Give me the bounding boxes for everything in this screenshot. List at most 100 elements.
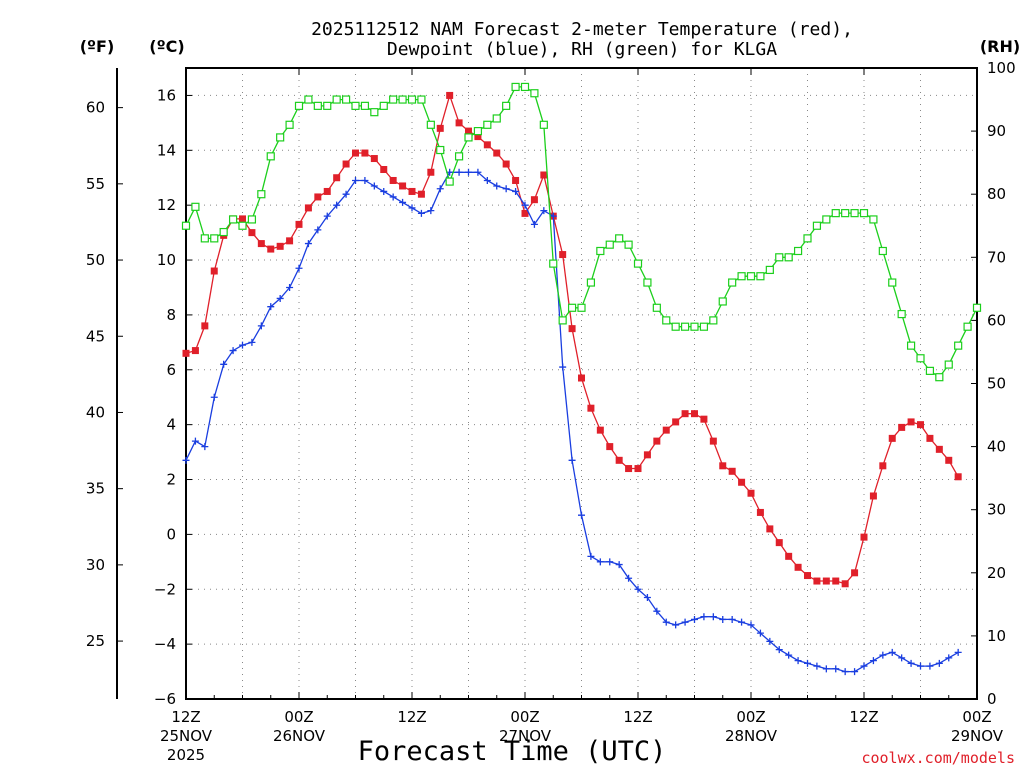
temperature-point [521, 209, 529, 217]
temperature-point [474, 133, 482, 141]
temperature-point [681, 410, 689, 418]
temperature-point [417, 190, 425, 198]
temperature-point [267, 245, 275, 253]
dewpoint-point [568, 456, 576, 464]
temperature-point [540, 171, 548, 179]
rh-point [765, 265, 774, 275]
dewpoint-point [926, 662, 934, 670]
temperature-point [935, 445, 943, 453]
x-tick-label-time: 12Z [849, 708, 878, 726]
temperature-point [502, 160, 510, 168]
temperature-point [191, 347, 199, 355]
rh-point [247, 215, 257, 224]
rh-point [775, 253, 784, 262]
watermark: coolwx.com/models [861, 749, 1015, 767]
dewpoint-point [738, 618, 746, 626]
dewpoint-point [380, 187, 388, 195]
rh-point [417, 95, 426, 104]
dewpoint-point [267, 303, 275, 311]
rh-point [615, 234, 624, 243]
rh-point [511, 82, 520, 92]
rh-point [643, 278, 652, 287]
temperature-point [295, 220, 303, 228]
temperature-point [700, 415, 708, 423]
x-tick-label-time: 00Z [736, 708, 765, 726]
dewpoint-point [700, 613, 708, 621]
dewpoint-point [775, 646, 783, 654]
rh-point [728, 278, 737, 287]
temperature-point [954, 473, 962, 481]
rh-tick-label: 20 [987, 564, 1006, 582]
temperature-point [427, 168, 435, 176]
rh-point [850, 209, 859, 218]
rh-point [323, 101, 332, 110]
rh-point [539, 120, 548, 129]
rh-point [266, 152, 275, 161]
dewpoint-point [587, 552, 595, 560]
temperature-point [201, 322, 209, 330]
temperature-point [587, 404, 595, 412]
rh-point [831, 209, 840, 218]
dewpoint-point [756, 629, 764, 637]
dewpoint-point [634, 585, 642, 593]
x-axis-label: Forecast Time (UTC) [358, 736, 667, 767]
temperature-point [578, 374, 585, 382]
fahrenheit-tick-label: 40 [86, 403, 105, 421]
dewpoint-point [719, 615, 727, 623]
rh-point [219, 227, 228, 237]
celsius-tick-label: 12 [157, 196, 176, 214]
dewpoint-point [257, 322, 265, 330]
celsius-tick-label: 8 [166, 306, 176, 324]
rh-point [473, 126, 483, 136]
rh-point [624, 240, 633, 249]
rh-point [577, 303, 586, 312]
temperature-point [898, 423, 906, 431]
temperature-point [945, 456, 953, 464]
dewpoint-point [323, 212, 331, 220]
temperature-point [559, 251, 567, 259]
dewpoint-point [559, 363, 567, 371]
temperature-point [389, 176, 397, 184]
temperature-point [879, 462, 887, 470]
dewpoint-point [239, 341, 246, 349]
temperature-point [512, 176, 520, 184]
rh-point [567, 303, 577, 312]
temperature-point [483, 141, 491, 149]
rh-point [756, 272, 765, 281]
temperature-point [766, 525, 774, 533]
rh-tick-label: 90 [987, 122, 1006, 140]
rh-point [793, 246, 803, 256]
rh-tick-label: 10 [987, 627, 1006, 645]
celsius-tick-label: 2 [166, 471, 176, 489]
temperature-point [888, 434, 896, 442]
temperature-point [399, 182, 407, 190]
temperature-point [917, 421, 924, 429]
rh-point [662, 316, 671, 325]
fahrenheit-tick-label: 30 [86, 556, 105, 574]
dewpoint-point [691, 615, 698, 623]
x-tick-label-time: 00Z [284, 708, 313, 726]
dewpoint-point [483, 176, 491, 184]
rh-point [341, 95, 351, 104]
dewpoint-point [672, 621, 680, 629]
dewpoint-point [276, 294, 284, 302]
x-tick-label-date: 25NOV [160, 727, 213, 745]
dewpoint-point [804, 659, 811, 667]
dewpoint-line [185, 171, 959, 673]
rh-point [709, 316, 718, 325]
celsius-tick-label: −6 [154, 690, 176, 708]
temperature-point [465, 127, 472, 135]
rh-point [210, 234, 219, 243]
dewpoint-point [879, 651, 887, 659]
rh-point [200, 234, 209, 243]
dewpoint-point [625, 574, 633, 582]
temperature-point [182, 349, 190, 357]
fahrenheit-tick-label: 55 [86, 175, 105, 193]
temperature-point [804, 572, 811, 580]
fahrenheit-tick-label: 25 [86, 632, 105, 650]
rh-point [963, 322, 972, 331]
rh-point [972, 303, 982, 312]
dewpoint-point [643, 593, 651, 601]
temperature-point [719, 462, 727, 470]
